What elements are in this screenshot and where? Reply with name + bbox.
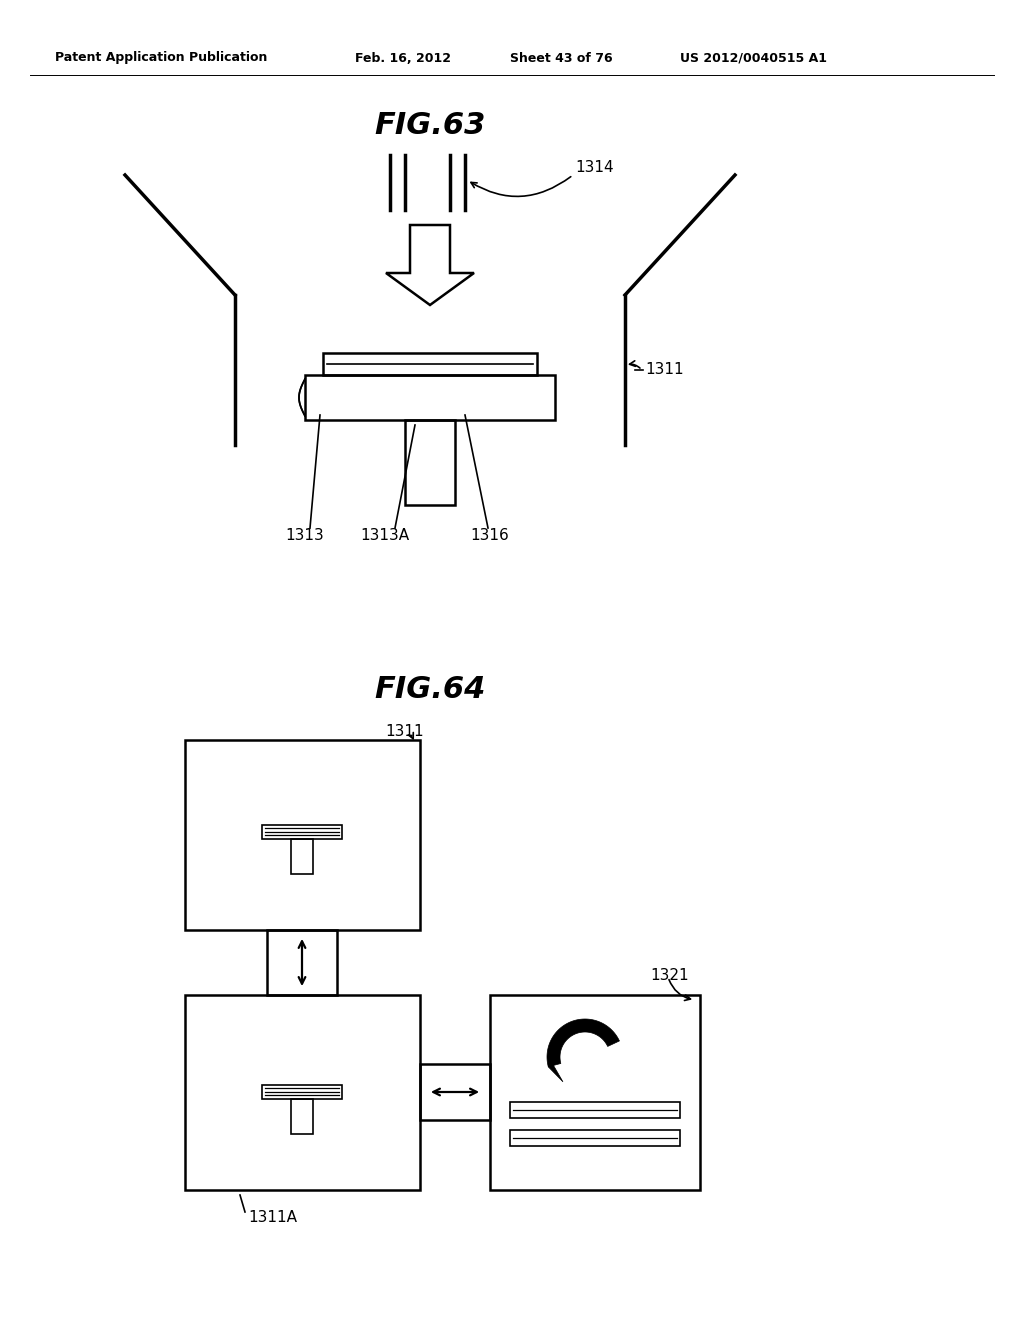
Polygon shape [548, 1064, 563, 1082]
Text: 1311A: 1311A [248, 1210, 297, 1225]
Bar [291, 1100, 313, 1134]
Bar [510, 1130, 680, 1146]
Bar [406, 420, 455, 506]
Bar [510, 1102, 680, 1118]
Bar [185, 995, 420, 1191]
Text: US 2012/0040515 A1: US 2012/0040515 A1 [680, 51, 827, 65]
Bar [323, 352, 537, 375]
Bar [305, 375, 555, 420]
Text: 1311: 1311 [385, 725, 424, 739]
Bar [267, 931, 337, 995]
Text: 1311: 1311 [645, 363, 684, 378]
Bar [420, 1064, 490, 1119]
Text: 1313: 1313 [285, 528, 324, 543]
Polygon shape [547, 1019, 620, 1067]
Bar [262, 1085, 342, 1100]
Text: Sheet 43 of 76: Sheet 43 of 76 [510, 51, 612, 65]
Text: Feb. 16, 2012: Feb. 16, 2012 [355, 51, 451, 65]
Text: Patent Application Publication: Patent Application Publication [55, 51, 267, 65]
Polygon shape [386, 224, 474, 305]
Text: FIG.63: FIG.63 [375, 111, 485, 140]
Text: 1316: 1316 [470, 528, 509, 543]
Text: 1321: 1321 [650, 968, 688, 982]
Text: FIG.64: FIG.64 [375, 676, 485, 705]
Text: 1313A: 1313A [360, 528, 410, 543]
Bar [185, 741, 420, 931]
Bar [490, 995, 700, 1191]
Text: 1314: 1314 [575, 161, 613, 176]
Bar [262, 825, 342, 840]
Bar [291, 840, 313, 874]
